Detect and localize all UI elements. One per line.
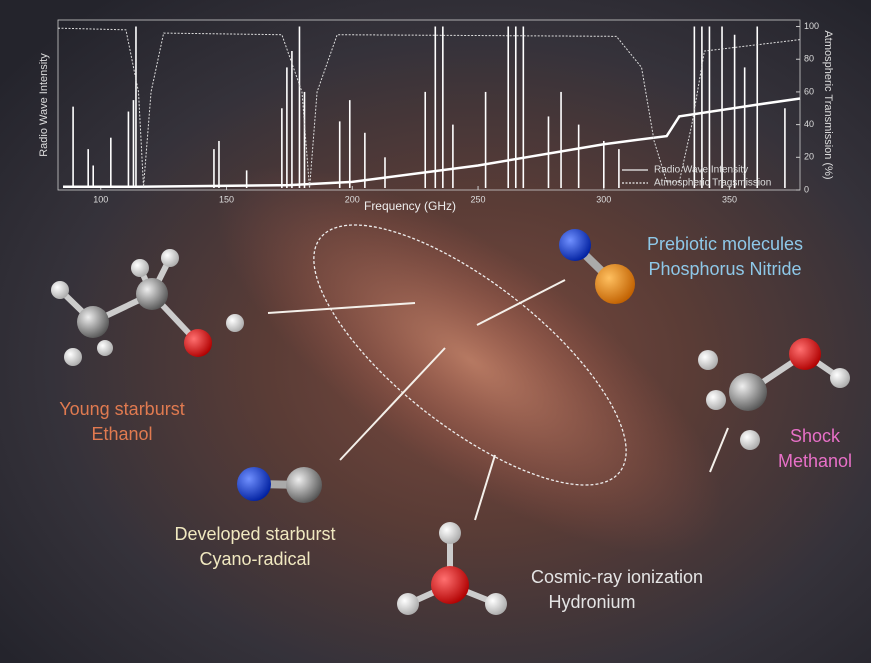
y2-tick-label: 0 xyxy=(804,184,809,194)
label: Hydronium xyxy=(548,592,635,612)
figure: Prebiotic molecules Phosphorus Nitride Y… xyxy=(0,0,871,663)
y2-tick-label: 80 xyxy=(804,54,814,64)
label: Cyano-radical xyxy=(199,549,310,569)
x-axis-label: Frequency (GHz) xyxy=(364,199,456,213)
page: {"spectrum": { "x_label": "Frequency (GH… xyxy=(0,0,871,663)
label: Prebiotic molecules xyxy=(647,234,803,254)
label: Developed starburst xyxy=(174,524,335,544)
x-tick-label: 100 xyxy=(93,194,108,204)
y2-axis-label: Atmospheric Transmission (%) xyxy=(822,30,834,179)
x-tick-label: 300 xyxy=(596,194,611,204)
label: Phosphorus Nitride xyxy=(648,259,801,279)
y2-tick-label: 60 xyxy=(804,86,814,96)
legend-label: Atmospheric Tragsmission xyxy=(654,178,771,189)
x-tick-label: 250 xyxy=(471,194,486,204)
y2-tick-label: 100 xyxy=(804,21,819,31)
label: Shock xyxy=(790,426,841,446)
y-axis-label: Radio Wave Intensity xyxy=(38,53,50,157)
x-tick-label: 200 xyxy=(345,194,360,204)
label: Ethanol xyxy=(91,424,152,444)
x-tick-label: 350 xyxy=(722,194,737,204)
y2-tick-label: 40 xyxy=(804,119,814,129)
legend-label: Radio Wave Intensity xyxy=(654,165,748,176)
x-tick-label: 150 xyxy=(219,194,234,204)
y2-tick-label: 20 xyxy=(804,152,814,162)
label: Young starburst xyxy=(59,399,184,419)
label: Cosmic-ray ionization xyxy=(531,567,703,587)
label: Methanol xyxy=(778,451,852,471)
